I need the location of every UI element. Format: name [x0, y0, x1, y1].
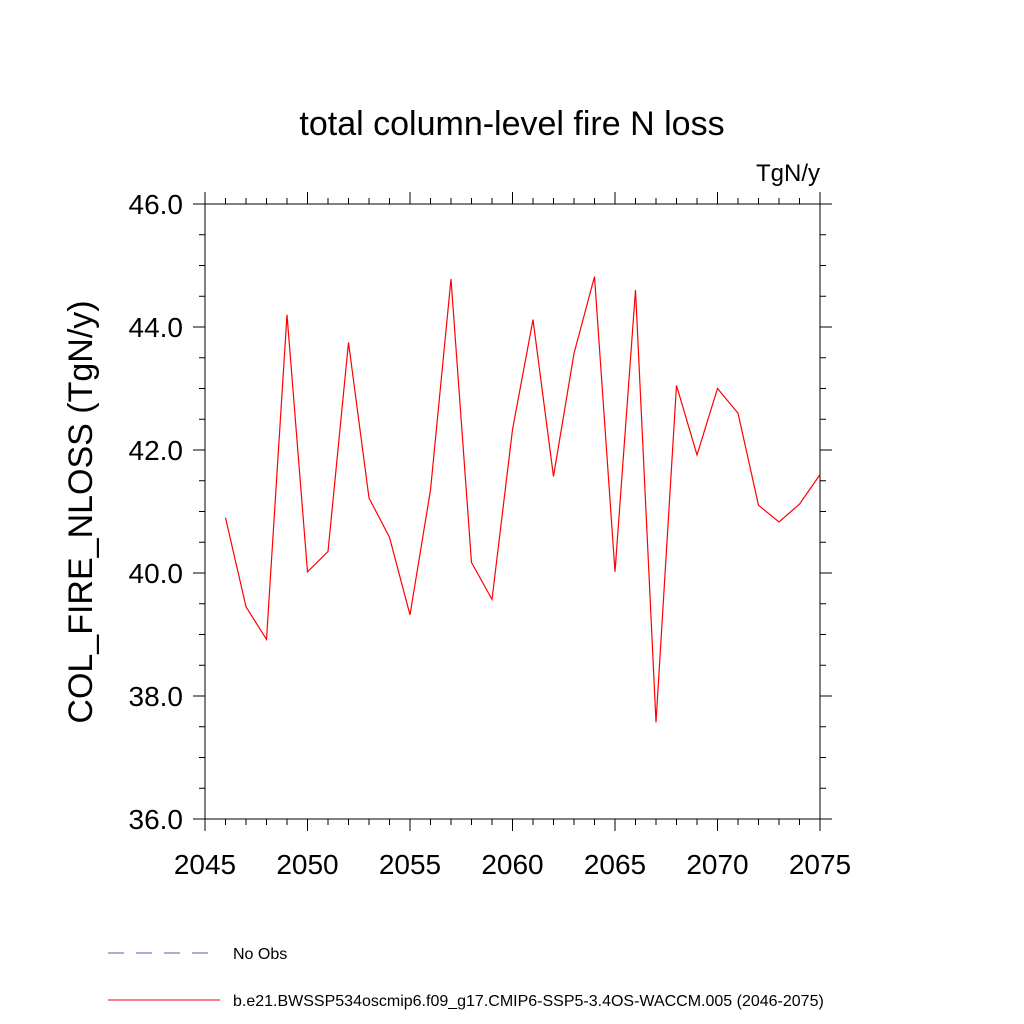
y-tick-label: 46.0: [129, 189, 184, 220]
x-tick-label: 2055: [379, 849, 441, 880]
legend: No Obs b.e21.BWSSP534oscmip6.f09_g17.CMIP…: [108, 946, 824, 1010]
chart-title: total column-level fire N loss: [299, 105, 724, 143]
series-line-0: [224, 276, 821, 723]
x-tick-label: 2050: [276, 849, 338, 880]
series-group: [224, 276, 821, 723]
x-tick-label: 2065: [584, 849, 646, 880]
x-tick-label: 2070: [686, 849, 748, 880]
y-tick-label: 40.0: [129, 558, 184, 589]
units-label: TgN/y: [756, 160, 820, 187]
y-tick-label: 38.0: [129, 681, 184, 712]
axes: [204, 203, 821, 820]
legend-label-1: b.e21.BWSSP534oscmip6.f09_g17.CMIP6-SSP5…: [233, 993, 824, 1010]
y-tick-label: 36.0: [129, 804, 184, 835]
ticks: 2045 2050 2055 2060 2065 2070 2075 36.0 38.0 40.0…: [129, 189, 852, 880]
y-axis-label: COL_FIRE_NLOSS (TgN/y): [62, 300, 100, 723]
legend-label-0: No Obs: [233, 946, 287, 963]
x-tick-label: 2075: [789, 849, 851, 880]
y-tick-label: 44.0: [129, 312, 184, 343]
x-tick-label: 2045: [174, 849, 236, 880]
x-tick-label: 2060: [481, 849, 543, 880]
plot-frame: [204, 203, 821, 820]
y-tick-label: 42.0: [129, 435, 184, 466]
